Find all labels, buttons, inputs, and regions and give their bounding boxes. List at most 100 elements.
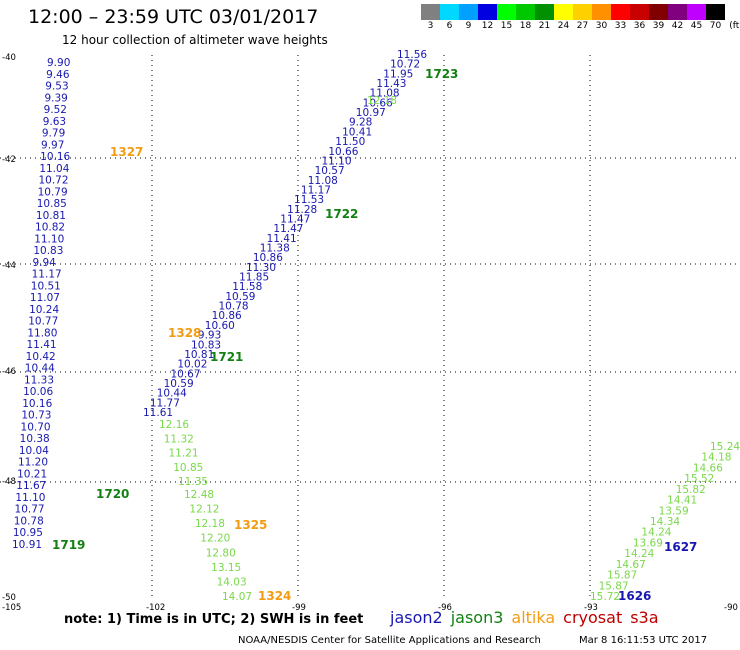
wave-height-value: 10.81 <box>36 210 66 222</box>
wave-height-value: 11.10 <box>15 492 45 504</box>
wave-height-value: 10.83 <box>33 245 63 257</box>
scale-label: 9 <box>465 21 472 31</box>
wave-height-value: 15.87 <box>607 570 637 582</box>
wave-height-value: 9.52 <box>44 104 67 116</box>
longitude-label: -96 <box>438 603 452 613</box>
wave-height-value: 10.41 <box>342 126 372 138</box>
pass-time-label: 1723 <box>425 67 458 81</box>
scale-label: 39 <box>652 21 665 31</box>
scale-swatch <box>516 4 535 20</box>
wave-height-value: 11.17 <box>301 184 331 196</box>
page-title: 12:00 – 23:59 UTC 03/01/2017 <box>28 6 319 28</box>
wave-height-value: 11.28 <box>287 204 317 216</box>
wave-height-value: 14.41 <box>667 495 697 507</box>
satellite-legend: jason2 jason3 altika cryosat s3a <box>390 608 667 627</box>
wave-height-value: 10.95 <box>13 527 43 539</box>
scale-swatch <box>421 4 440 20</box>
wave-height-value: 11.58 <box>232 281 262 293</box>
wave-height-value: 12.18 <box>367 95 397 107</box>
wave-height-value: 10.83 <box>191 339 221 351</box>
scale-label: 15 <box>500 21 513 31</box>
longitude-label: -99 <box>292 603 306 613</box>
scale-label: 30 <box>595 21 608 31</box>
legend-s3a: s3a <box>630 608 659 627</box>
wave-height-value: 11.30 <box>246 262 276 274</box>
wave-height-value: 11.67 <box>16 480 46 492</box>
wave-height-value: 15.82 <box>676 484 706 496</box>
wave-height-value: 10.38 <box>20 433 50 445</box>
scale-label: 70 <box>709 21 722 31</box>
legend-altika: altika <box>511 608 556 627</box>
wave-height-value: 10.66 <box>363 97 393 109</box>
wave-height-value: 11.04 <box>39 163 69 175</box>
pass-time-label: 1626 <box>618 589 651 603</box>
latitude-label: -50 <box>2 593 16 603</box>
scale-label: 12 <box>481 21 494 31</box>
wave-height-value: 14.24 <box>624 548 654 560</box>
scale-swatch <box>459 4 478 20</box>
scale-label: 6 <box>446 21 453 31</box>
wave-height-value: 11.77 <box>150 397 180 409</box>
wave-height-value: 10.72 <box>390 59 420 71</box>
scale-swatch <box>706 4 725 20</box>
wave-height-value: 14.34 <box>650 516 680 528</box>
wave-height-value: 14.18 <box>701 452 731 464</box>
wave-height-value: 10.78 <box>219 301 249 313</box>
scale-swatch <box>478 4 497 20</box>
pass-time-label: 1721 <box>210 350 243 364</box>
wave-height-value: 11.53 <box>294 194 324 206</box>
legend-cryosat: cryosat <box>563 608 623 627</box>
wave-height-value: 10.21 <box>17 468 47 480</box>
scale-swatch <box>573 4 592 20</box>
scale-swatch <box>630 4 649 20</box>
wave-height-value: 14.24 <box>641 527 671 539</box>
pass-time-label: 1328 <box>168 326 201 340</box>
wave-height-value: 10.97 <box>356 107 386 119</box>
wave-height-value: 11.56 <box>397 49 427 61</box>
wave-height-value: 10.85 <box>173 462 203 474</box>
wave-height-value: 10.59 <box>225 291 255 303</box>
wave-height-value: 10.77 <box>15 504 45 516</box>
wave-height-value: 13.69 <box>633 537 663 549</box>
longitude-label: -93 <box>584 603 598 613</box>
scale-label: 18 <box>519 21 532 31</box>
wave-height-value: 10.66 <box>328 146 358 158</box>
scale-label: 33 <box>614 21 627 31</box>
scale-label: 45 <box>690 21 703 31</box>
pass-time-label: 1720 <box>96 487 129 501</box>
wave-height-value: 13.15 <box>211 562 241 574</box>
wave-height-value: 11.38 <box>260 243 290 255</box>
scale-label: (ft) <box>729 21 740 31</box>
wave-height-value: 11.10 <box>34 233 64 245</box>
wave-height-value: 11.61 <box>143 407 173 419</box>
notes-text: note: 1) Time is in UTC; 2) SWH is in fe… <box>64 612 364 627</box>
wave-height-value: 11.85 <box>239 272 269 284</box>
wave-height-value: 9.97 <box>41 139 64 151</box>
scale-swatch <box>611 4 630 20</box>
wave-height-value: 11.21 <box>169 448 199 460</box>
pass-time-label: 1719 <box>52 538 85 552</box>
wave-height-value: 14.07 <box>222 591 252 603</box>
wave-height-value: 9.46 <box>46 69 70 81</box>
longitude-label: -105 <box>2 603 21 613</box>
wave-height-value: 10.06 <box>23 386 53 398</box>
wave-height-value: 11.41 <box>267 233 297 245</box>
wave-height-value: 10.79 <box>38 186 68 198</box>
wave-height-value: 15.24 <box>710 441 740 453</box>
wave-height-value: 11.07 <box>30 292 60 304</box>
color-scale-bar <box>421 4 725 20</box>
scale-swatch <box>687 4 706 20</box>
wave-height-value: 10.82 <box>35 222 65 234</box>
wave-height-value: 10.51 <box>31 280 61 292</box>
latitude-label: -40 <box>2 53 16 63</box>
scale-swatch <box>535 4 554 20</box>
wave-height-value: 12.16 <box>159 419 189 431</box>
wave-height-value: 11.33 <box>24 374 54 386</box>
pass-time-label: 1324 <box>258 589 291 603</box>
wave-height-value: 10.04 <box>19 445 49 457</box>
latitude-label: -48 <box>2 477 16 487</box>
wave-height-value: 10.78 <box>14 515 44 527</box>
wave-height-value: 12.12 <box>189 504 219 516</box>
wave-height-value: 11.41 <box>27 339 57 351</box>
